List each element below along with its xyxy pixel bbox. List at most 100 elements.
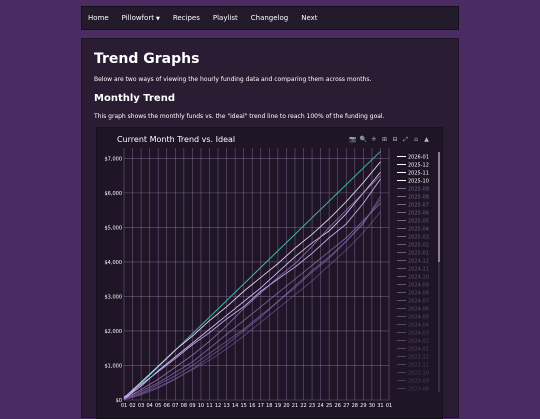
x-tick-label: 04 [146,403,152,409]
y-tick-label: $7,000 [105,156,123,162]
x-tick-label: 02 [129,403,135,409]
y-tick-label: $5,000 [105,225,123,231]
legend-item-2025-11[interactable]: 2025-11 [408,171,429,177]
plotly-logo-icon[interactable]: ▲ [424,136,429,143]
nav-changelog[interactable]: Changelog [250,14,289,22]
legend-item-2024-10[interactable]: 2024-10 [408,275,429,281]
legend-item-2024-06[interactable]: 2024-06 [408,307,429,313]
x-tick-label: 28 [352,403,358,409]
series-line-2025-05[interactable] [123,211,381,400]
page-title: Trend Graphs [94,51,200,67]
x-tick-label: 01 [386,403,392,409]
legend-item-2023-09[interactable]: 2023-09 [408,379,429,385]
section-title: Monthly Trend [94,93,175,104]
y-tick-label: $1,000 [105,363,123,369]
x-tick-label: 17 [258,403,264,409]
legend-item-2024-03[interactable]: 2024-03 [408,331,429,337]
legend-item-2024-08[interactable]: 2024-08 [408,291,429,297]
chart-container[interactable]: Current Month Trend vs. Ideal 📷 🔍 ✛ ⊞ ⊟ ⤢ ⌂ ▲ 01 0… [96,127,443,419]
zoom-icon[interactable]: 🔍 [360,135,368,143]
legend-item-2026-01[interactable]: 2026-01 [408,155,429,161]
legend-item-2025-01[interactable]: 2025-01 [408,251,429,257]
autoscale-icon[interactable]: ⤢ [403,136,408,143]
x-tick-label: 24 [317,403,323,409]
legend-item-2024-02[interactable]: 2024-02 [408,339,429,345]
trend-chart[interactable]: Current Month Trend vs. Ideal 📷 🔍 ✛ ⊞ ⊟ ⤢ ⌂ ▲ 01 0… [97,128,442,418]
section-description: This graph shows the monthly funds vs. t… [94,113,385,120]
pan-icon[interactable]: ✛ [371,136,376,143]
y-tick-label: $2,000 [105,329,123,335]
x-tick-label: 29 [360,403,366,409]
series-line-2025-08[interactable] [123,202,381,399]
legend-item-2025-10[interactable]: 2025-10 [408,179,429,185]
nav-pillowfort[interactable]: Pillowfort ▼ [122,14,160,22]
x-tick-label: 30 [369,403,375,409]
x-tick-label: 09 [189,403,195,409]
x-tick-label: 05 [155,403,161,409]
series-line-2025-09[interactable] [123,175,381,400]
caret-down-icon: ▼ [155,16,160,22]
legend-scrollbar-track[interactable] [438,152,440,392]
x-tick-label: 31 [377,403,383,409]
legend-item-2025-07[interactable]: 2025-07 [408,203,429,209]
legend-item-2025-09[interactable]: 2025-09 [408,187,429,193]
legend-item-2023-11[interactable]: 2023-11 [408,363,429,369]
legend-item-2025-08[interactable]: 2025-08 [408,195,429,201]
x-tick-label: 10 [198,403,204,409]
intro-text: Below are two ways of viewing the hourly… [94,76,372,83]
x-tick-label: 14 [232,403,238,409]
content-panel: Trend Graphs Below are two ways of viewi… [81,38,459,419]
nav-next[interactable]: Next [301,14,318,22]
legend-item-2025-03[interactable]: 2025-03 [408,235,429,241]
legend-item-2023-08[interactable]: 2023-08 [408,387,429,393]
legend-item-2024-09[interactable]: 2024-09 [408,283,429,289]
zoom-out-icon[interactable]: ⊟ [392,136,397,143]
x-tick-label: 19 [275,403,281,409]
legend-item-2024-05[interactable]: 2024-05 [408,315,429,321]
legend-item-2024-04[interactable]: 2024-04 [408,323,429,329]
x-tick-label: 06 [164,403,170,409]
x-tick-label: 20 [283,403,289,409]
legend-item-2025-02[interactable]: 2025-02 [408,243,429,249]
x-tick-label: 27 [343,403,349,409]
legend-item-2024-12[interactable]: 2024-12 [408,259,429,265]
zoom-in-icon[interactable]: ⊞ [382,136,387,143]
x-tick-label: 22 [300,403,306,409]
series-line-2025-06[interactable] [123,199,381,401]
legend-scrollbar-thumb[interactable] [438,152,440,262]
x-tick-label: 26 [335,403,341,409]
navbar: Home Pillowfort ▼ Recipes Playlist Change… [81,6,459,30]
chart-title: Current Month Trend vs. Ideal [117,135,235,144]
y-tick-label: $6,000 [105,191,123,197]
x-tick-label: 13 [223,403,229,409]
legend-item-2025-04[interactable]: 2025-04 [408,227,429,233]
y-tick-label: $0 [116,398,122,404]
series-line-2025-10[interactable] [123,178,381,398]
legend-item-2024-11[interactable]: 2024-11 [408,267,429,273]
x-tick-label: 15 [240,403,246,409]
x-tick-label: 18 [266,403,272,409]
series-line-2025-12[interactable] [123,161,381,399]
legend-item-2025-06[interactable]: 2025-06 [408,211,429,217]
nav-playlist[interactable]: Playlist [212,14,238,22]
x-tick-label: 12 [215,403,221,409]
nav-pillowfort-label: Pillowfort [121,14,154,22]
x-tick-label: 23 [309,403,315,409]
legend-item-2023-10[interactable]: 2023-10 [408,371,429,377]
legend-item-2025-12[interactable]: 2025-12 [408,163,429,169]
series-line-2025-07[interactable] [123,196,381,400]
legend-item-2024-07[interactable]: 2024-07 [408,299,429,305]
camera-icon[interactable]: 📷 [349,136,357,143]
x-tick-label: 03 [138,403,144,409]
nav-home[interactable]: Home [88,14,109,22]
legend-item-2024-01[interactable]: 2024-01 [408,347,429,353]
series-line-2025-11[interactable] [123,171,381,399]
legend-item-2025-05[interactable]: 2025-05 [408,219,429,225]
y-tick-label: $4,000 [105,260,123,266]
nav-recipes[interactable]: Recipes [172,14,200,22]
x-tick-label: 08 [181,403,187,409]
home-icon[interactable]: ⌂ [414,136,418,143]
y-tick-label: $3,000 [105,294,123,300]
x-tick-label: 11 [206,403,212,409]
legend-item-2023-12[interactable]: 2023-12 [408,355,429,361]
